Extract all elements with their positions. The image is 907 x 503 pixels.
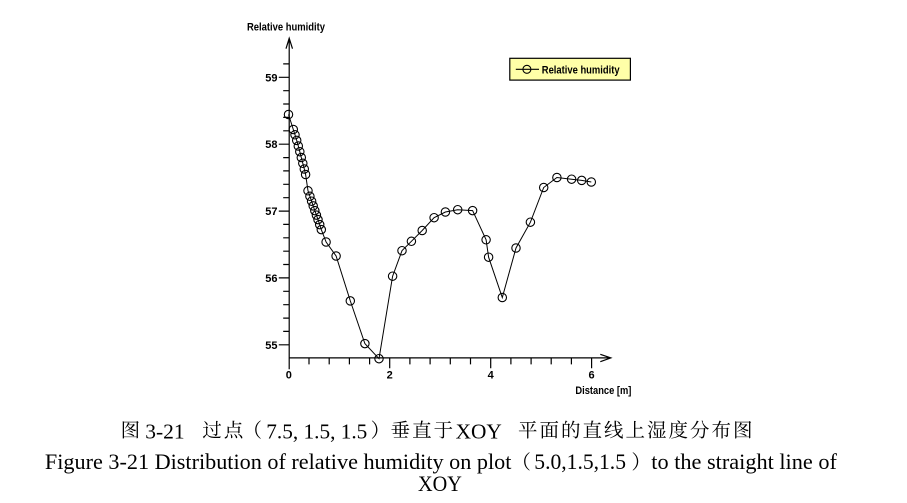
svg-text:2: 2 [387, 370, 393, 382]
svg-text:Relative humidity: Relative humidity [247, 21, 326, 33]
svg-text:4: 4 [488, 370, 495, 382]
svg-text:0: 0 [286, 370, 292, 382]
svg-text:56: 56 [265, 273, 277, 285]
svg-text:to the straight line of: to the straight line of [651, 449, 837, 474]
svg-text:Distance [m]: Distance [m] [575, 385, 631, 397]
svg-text:58: 58 [265, 139, 277, 151]
svg-text:Relative humidity: Relative humidity [542, 64, 621, 76]
svg-text:57: 57 [265, 206, 277, 218]
svg-text:6: 6 [589, 370, 595, 382]
svg-text:5.0,1.5,1.5: 5.0,1.5,1.5 [534, 449, 626, 474]
svg-text:55: 55 [265, 340, 277, 352]
svg-text:59: 59 [265, 72, 277, 84]
svg-text:XOY: XOY [456, 419, 502, 443]
svg-text:XOY: XOY [418, 471, 462, 496]
svg-text:7.5, 1.5, 1.5: 7.5, 1.5, 1.5 [266, 419, 367, 443]
svg-text:3-21: 3-21 [145, 419, 184, 443]
svg-text:Figure 3-21 Distribution of re: Figure 3-21 Distribution of relative hum… [45, 449, 512, 474]
